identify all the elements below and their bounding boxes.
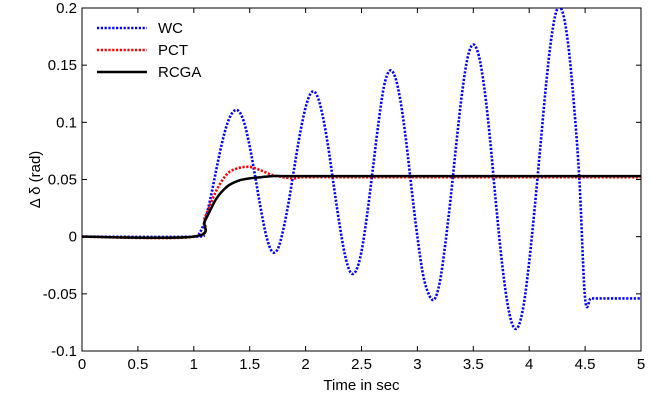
y-tick-label: 0.15 bbox=[48, 57, 77, 74]
legend-label-wc: WC bbox=[158, 20, 183, 37]
ticks-layer: 0 0.5 1 1.5 2 2.5 3 3.5 4 4.5 5 -0.1 -0.05 0 0.05 0.1 0.… bbox=[43, 0, 645, 373]
y-tick-label: -0.05 bbox=[43, 286, 77, 303]
y-tick-label: 0 bbox=[69, 229, 77, 246]
y-tick-label: -0.1 bbox=[51, 343, 77, 360]
legend: WC PCT RCGA bbox=[97, 20, 201, 81]
series-line-wc bbox=[82, 8, 641, 331]
legend-label-rcga: RCGA bbox=[158, 64, 201, 81]
series-layer bbox=[82, 8, 641, 331]
x-axis-label: Time in sec bbox=[323, 377, 400, 394]
x-tick-label: 4 bbox=[525, 356, 533, 373]
x-tick-label: 3 bbox=[413, 356, 421, 373]
x-tick-label: 1 bbox=[190, 356, 198, 373]
y-tick-label: 0.1 bbox=[56, 114, 77, 131]
x-tick-label: 5 bbox=[637, 356, 645, 373]
plot-frame bbox=[81, 7, 642, 352]
x-tick-label: 4.5 bbox=[575, 356, 596, 373]
x-tick-label: 3.5 bbox=[463, 356, 484, 373]
y-tick-label: 0.05 bbox=[48, 172, 77, 189]
y-axis-label: Δ δ (rad) bbox=[27, 151, 44, 209]
x-tick-label: 2.5 bbox=[351, 356, 372, 373]
x-tick-label: 2 bbox=[301, 356, 309, 373]
x-tick-label: 0.5 bbox=[127, 356, 148, 373]
series-line-rcga bbox=[82, 174, 641, 240]
legend-label-pct: PCT bbox=[158, 42, 188, 59]
x-tick-label: 1.5 bbox=[239, 356, 260, 373]
plot-area bbox=[81, 7, 642, 352]
y-tick-label: 0.2 bbox=[56, 0, 77, 17]
x-tick-label: 0 bbox=[78, 356, 86, 373]
